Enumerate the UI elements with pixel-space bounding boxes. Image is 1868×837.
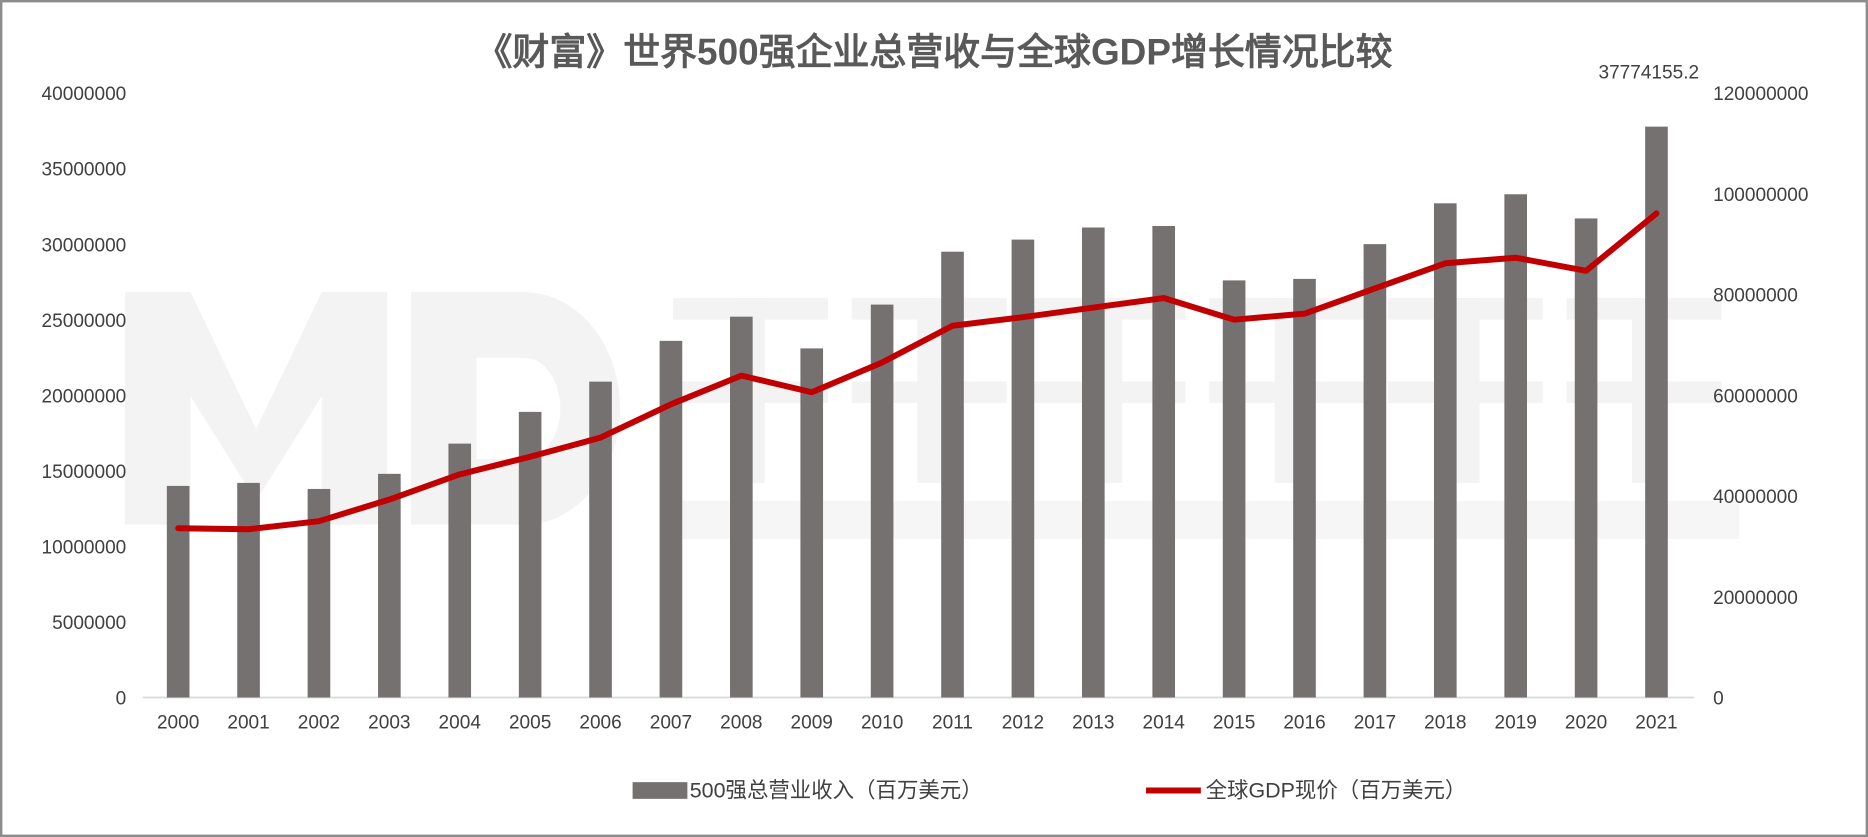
bar-2019 [1504, 194, 1528, 698]
x-tick-label: 2020 [1565, 712, 1607, 733]
gdp-line [175, 210, 1660, 533]
bar-2015 [1222, 280, 1246, 698]
legend: 500强总营业收入（百万美元） 全球GDP现价（百万美元） [632, 779, 1467, 803]
left-tick-label: 10000000 [42, 538, 127, 559]
left-tick-label: 25000000 [42, 311, 127, 332]
x-tick-label: 2017 [1354, 712, 1396, 733]
bar-2021 [1645, 126, 1668, 698]
x-tick-label: 2013 [1072, 712, 1114, 733]
watermark-glyph-block [1387, 381, 1543, 403]
bar-2016 [1293, 278, 1316, 698]
right-tick-label: 40000000 [1713, 487, 1798, 508]
x-tick-label: 2007 [650, 712, 692, 733]
bar-2003 [378, 473, 401, 698]
bar-2004 [448, 443, 472, 698]
x-tick-label: 2000 [157, 712, 199, 733]
left-tick-label: 30000000 [42, 235, 127, 256]
bar-2014 [1152, 225, 1176, 698]
bar-2000 [166, 485, 190, 698]
x-tick-label: 2018 [1424, 712, 1466, 733]
bar-2007 [659, 340, 683, 698]
x-tick-label: 2002 [298, 712, 340, 733]
right-tick-label: 100000000 [1713, 185, 1808, 206]
bar-2010 [870, 304, 894, 698]
bar-2013 [1081, 227, 1105, 698]
chart-title: 《财富》世界500强企业总营收与全球GDP增长情况比较 [476, 30, 1393, 72]
data-label-2021: 37774155.2 [1598, 63, 1699, 84]
left-tick-label: 5000000 [52, 613, 126, 634]
bar-series [166, 126, 1668, 698]
watermark-glyph-block [1566, 381, 1722, 403]
x-tick-label: 2009 [791, 712, 833, 733]
x-tick-label: 2005 [509, 712, 551, 733]
legend-label-line: 全球GDP现价（百万美元） [1206, 779, 1467, 803]
x-tick-label: 2010 [861, 712, 903, 733]
bar-2009 [800, 348, 824, 698]
left-tick-label: 35000000 [42, 160, 127, 181]
x-tick-label: 2003 [368, 712, 410, 733]
left-tick-label: 0 [116, 689, 127, 710]
bar-2017 [1363, 244, 1387, 698]
watermark-glyph-block [1030, 381, 1186, 403]
bar-2002 [307, 488, 331, 698]
right-tick-label: 120000000 [1713, 84, 1808, 105]
left-tick-label: 15000000 [42, 462, 127, 483]
x-tick-label: 2021 [1635, 712, 1677, 733]
x-tick-label: 2006 [579, 712, 621, 733]
x-tick-label: 2008 [720, 712, 762, 733]
bar-2011 [941, 251, 964, 698]
bar-2012 [1011, 239, 1035, 698]
right-tick-label: 80000000 [1713, 286, 1798, 307]
x-tick-label: 2004 [439, 712, 482, 733]
x-axis-labels: 2000 2001 2002 2003 2004 2005 2006 2007 2008 2009… [157, 712, 1678, 733]
x-tick-label: 2012 [1002, 712, 1044, 733]
right-axis-ticks: 0 20000000 40000000 60000000 80000000 1000000… [1713, 84, 1808, 710]
bar-2005 [518, 411, 542, 698]
right-tick-label: 20000000 [1713, 588, 1798, 609]
x-tick-label: 2016 [1283, 712, 1325, 733]
x-tick-label: 2011 [932, 712, 973, 733]
right-tick-label: 0 [1713, 689, 1724, 710]
left-axis-ticks: 0 5000000 10000000 15000000 20000000 25000000… [42, 84, 127, 710]
bar-2006 [589, 381, 612, 698]
x-tick-label: 2015 [1213, 712, 1255, 733]
legend-label-bar: 500强总营业收入（百万美元） [690, 779, 983, 803]
left-tick-label: 40000000 [42, 84, 127, 105]
x-tick-label: 2001 [227, 712, 269, 733]
left-tick-label: 20000000 [42, 386, 127, 407]
bar-2018 [1433, 203, 1457, 698]
watermark-glyph-block [1209, 381, 1365, 403]
bar-2020 [1574, 218, 1598, 698]
bar-2008 [730, 316, 753, 698]
x-tick-label: 2014 [1143, 712, 1186, 733]
x-tick-label: 2019 [1495, 712, 1537, 733]
bar-2001 [237, 482, 260, 698]
legend-swatch-bar [632, 782, 688, 799]
right-tick-label: 60000000 [1713, 386, 1798, 407]
